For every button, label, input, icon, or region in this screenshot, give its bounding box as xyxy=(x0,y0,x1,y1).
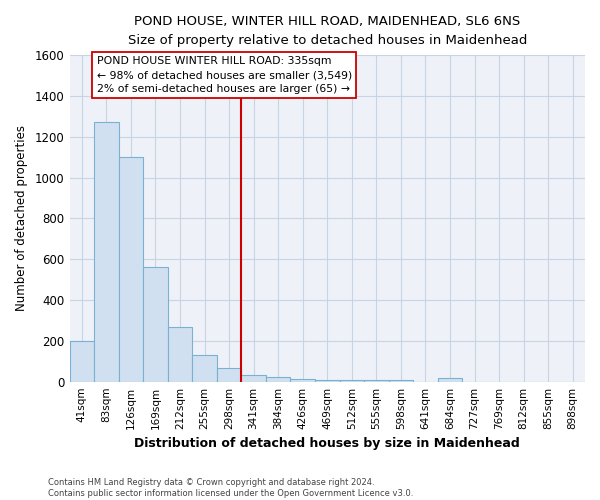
Bar xyxy=(168,326,192,382)
Text: Contains HM Land Registry data © Crown copyright and database right 2024.
Contai: Contains HM Land Registry data © Crown c… xyxy=(48,478,413,498)
Bar xyxy=(94,122,119,382)
Bar xyxy=(143,268,168,382)
Y-axis label: Number of detached properties: Number of detached properties xyxy=(15,126,28,312)
Bar xyxy=(290,378,315,382)
Title: POND HOUSE, WINTER HILL ROAD, MAIDENHEAD, SL6 6NS
Size of property relative to d: POND HOUSE, WINTER HILL ROAD, MAIDENHEAD… xyxy=(128,15,527,47)
Bar xyxy=(438,378,462,382)
Text: POND HOUSE WINTER HILL ROAD: 335sqm
← 98% of detached houses are smaller (3,549): POND HOUSE WINTER HILL ROAD: 335sqm ← 98… xyxy=(97,56,352,94)
Bar xyxy=(315,380,340,382)
Bar xyxy=(340,380,364,382)
Bar xyxy=(241,374,266,382)
X-axis label: Distribution of detached houses by size in Maidenhead: Distribution of detached houses by size … xyxy=(134,437,520,450)
Bar xyxy=(70,341,94,382)
Bar xyxy=(389,380,413,382)
Bar xyxy=(266,376,290,382)
Bar xyxy=(364,380,389,382)
Bar xyxy=(217,368,241,382)
Bar xyxy=(192,355,217,382)
Bar xyxy=(119,157,143,382)
